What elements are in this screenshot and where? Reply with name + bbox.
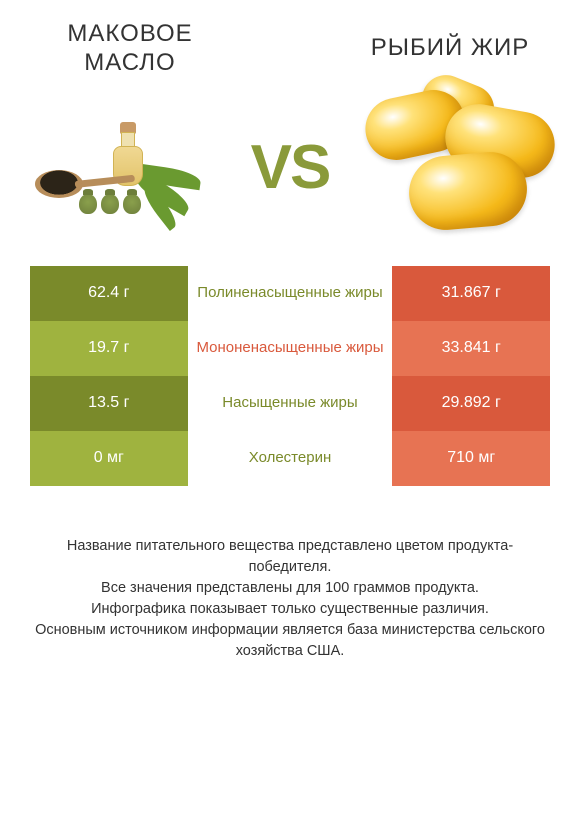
right-value-cell: 710 мг bbox=[392, 431, 550, 486]
nutrient-label-cell: Насыщенные жиры bbox=[188, 376, 393, 431]
product-right-image bbox=[370, 93, 550, 243]
nutrient-label-cell: Холестерин bbox=[188, 431, 393, 486]
comparison-table: 62.4 гПолиненасыщенные жиры31.867 г 19.7 … bbox=[30, 266, 550, 486]
left-value-cell: 19.7 г bbox=[30, 321, 188, 376]
footer-line: Все значения представлены для 100 граммо… bbox=[34, 578, 546, 599]
poppy-oil-illustration bbox=[35, 98, 205, 238]
footer-line: Название питательного вещества представл… bbox=[34, 536, 546, 578]
footer-line: Инфографика показывает только существенн… bbox=[34, 599, 546, 620]
right-value-cell: 29.892 г bbox=[392, 376, 550, 431]
images-row: VS bbox=[30, 88, 550, 248]
footer-line: Основным источником информации является … bbox=[34, 620, 546, 662]
fish-oil-illustration bbox=[375, 98, 545, 238]
left-value-cell: 13.5 г bbox=[30, 376, 188, 431]
right-value-cell: 31.867 г bbox=[392, 266, 550, 321]
left-value-cell: 0 мг bbox=[30, 431, 188, 486]
left-value-cell: 62.4 г bbox=[30, 266, 188, 321]
nutrient-label-cell: Полиненасыщенные жиры bbox=[188, 266, 393, 321]
right-value-cell: 33.841 г bbox=[392, 321, 550, 376]
product-left-title: Маковое масло bbox=[30, 20, 230, 78]
vs-badge: VS bbox=[251, 132, 330, 203]
nutrient-label-cell: Мононенасыщенные жиры bbox=[188, 321, 393, 376]
header: Маковое масло Рыбий жир bbox=[30, 20, 550, 78]
product-right-title: Рыбий жир bbox=[350, 20, 550, 78]
product-left-image bbox=[30, 93, 210, 243]
footer-notes: Название питательного вещества представл… bbox=[30, 536, 550, 662]
